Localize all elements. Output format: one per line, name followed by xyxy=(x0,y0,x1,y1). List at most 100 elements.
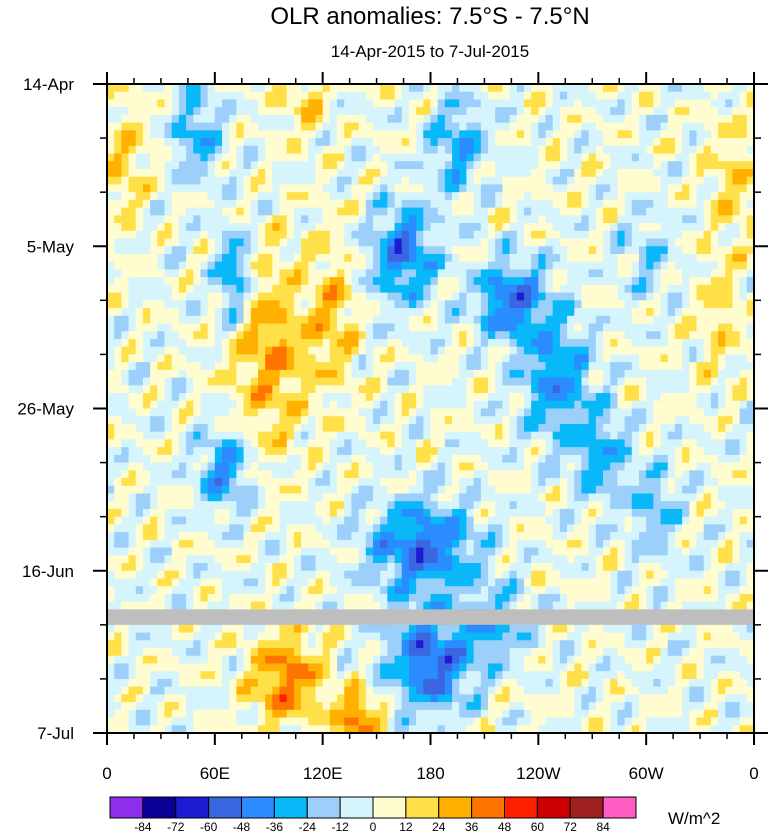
heatmap-cell xyxy=(142,470,151,479)
heatmap-cell xyxy=(135,99,144,108)
heatmap-cell xyxy=(430,400,439,410)
heatmap-cell xyxy=(150,416,158,425)
heatmap-cell xyxy=(337,153,345,162)
heatmap-cell xyxy=(703,91,712,101)
heatmap-cell xyxy=(128,454,137,464)
heatmap-cell xyxy=(293,300,302,309)
heatmap-cell xyxy=(660,253,669,263)
heatmap-cell xyxy=(638,114,647,124)
heatmap-cell xyxy=(157,84,166,93)
heatmap-cell xyxy=(689,393,698,402)
heatmap-cell xyxy=(193,393,202,402)
heatmap-cell xyxy=(559,362,568,371)
heatmap-cell xyxy=(142,277,151,286)
heatmap-cell xyxy=(128,331,137,340)
heatmap-cell xyxy=(186,362,194,371)
heatmap-cell xyxy=(610,153,619,162)
heatmap-cell xyxy=(682,130,690,139)
heatmap-cell xyxy=(272,215,281,224)
heatmap-cell xyxy=(495,122,503,131)
heatmap-cell xyxy=(394,393,403,402)
heatmap-cell xyxy=(710,377,719,386)
heatmap-cell xyxy=(703,470,712,479)
heatmap-cell xyxy=(624,246,633,255)
heatmap-cell xyxy=(214,508,223,518)
heatmap-cell xyxy=(200,230,209,240)
heatmap-cell xyxy=(401,223,410,232)
heatmap-cell xyxy=(229,130,237,139)
heatmap-cell xyxy=(257,84,266,93)
heatmap-cell xyxy=(365,91,374,101)
heatmap-cell xyxy=(114,99,122,108)
heatmap-cell xyxy=(293,369,302,379)
heatmap-cell xyxy=(351,284,360,294)
heatmap-cell xyxy=(344,168,353,178)
heatmap-cell xyxy=(337,130,345,139)
heatmap-cell xyxy=(610,122,619,131)
heatmap-cell xyxy=(380,161,388,170)
heatmap-cell xyxy=(574,323,583,332)
heatmap-cell xyxy=(739,300,748,309)
heatmap-cell xyxy=(193,199,202,209)
heatmap-cell xyxy=(243,176,252,186)
heatmap-cell xyxy=(178,393,187,402)
heatmap-cell xyxy=(214,447,223,456)
heatmap-cell xyxy=(279,184,288,193)
heatmap-cell xyxy=(351,331,360,340)
heatmap-cell xyxy=(193,84,202,93)
heatmap-cell xyxy=(423,393,432,402)
heatmap-cell xyxy=(114,261,122,271)
heatmap-cell xyxy=(437,354,446,363)
heatmap-cell xyxy=(574,331,583,340)
heatmap-cell xyxy=(603,485,611,495)
heatmap-cell xyxy=(444,393,453,402)
heatmap-cell xyxy=(272,362,281,371)
heatmap-cell xyxy=(444,91,453,101)
heatmap-cell xyxy=(567,485,575,495)
heatmap-cell xyxy=(135,261,144,271)
heatmap-cell xyxy=(732,168,741,178)
heatmap-cell xyxy=(710,199,719,209)
heatmap-cell xyxy=(624,161,633,170)
heatmap-cell xyxy=(523,207,532,216)
heatmap-cell xyxy=(157,138,166,147)
heatmap-cell xyxy=(646,122,654,131)
heatmap-cell xyxy=(581,284,590,294)
heatmap-cell xyxy=(200,161,209,170)
heatmap-cell xyxy=(408,408,417,417)
heatmap-cell xyxy=(214,238,223,247)
heatmap-cell xyxy=(193,400,202,410)
heatmap-cell xyxy=(603,454,611,464)
heatmap-cell xyxy=(703,431,712,441)
heatmap-cell xyxy=(674,501,683,510)
heatmap-cell xyxy=(193,408,202,417)
heatmap-cell xyxy=(674,284,683,294)
heatmap-cell xyxy=(265,84,273,93)
heatmap-cell xyxy=(516,423,525,433)
heatmap-cell xyxy=(552,346,561,356)
heatmap-cell xyxy=(157,230,166,240)
heatmap-cell xyxy=(624,261,633,271)
heatmap-cell xyxy=(617,138,626,147)
heatmap-cell xyxy=(689,323,698,332)
heatmap-cell xyxy=(423,253,432,263)
heatmap-cell xyxy=(739,447,748,456)
heatmap-cell xyxy=(308,362,317,371)
heatmap-cell xyxy=(423,462,432,471)
heatmap-cell xyxy=(315,168,324,178)
heatmap-cell xyxy=(387,416,396,425)
heatmap-cell xyxy=(329,362,338,371)
heatmap-cell xyxy=(214,354,223,363)
heatmap-cell xyxy=(135,323,144,332)
heatmap-cell xyxy=(660,354,669,363)
heatmap-cell xyxy=(207,385,216,394)
heatmap-cell xyxy=(480,238,489,247)
heatmap-cell xyxy=(308,145,317,155)
heatmap-cell xyxy=(272,238,281,247)
heatmap-cell xyxy=(279,192,288,201)
heatmap-cell xyxy=(142,393,151,402)
heatmap-cell xyxy=(243,508,252,518)
heatmap-cell xyxy=(531,400,539,410)
heatmap-cell xyxy=(732,145,741,155)
heatmap-cell xyxy=(703,184,712,193)
